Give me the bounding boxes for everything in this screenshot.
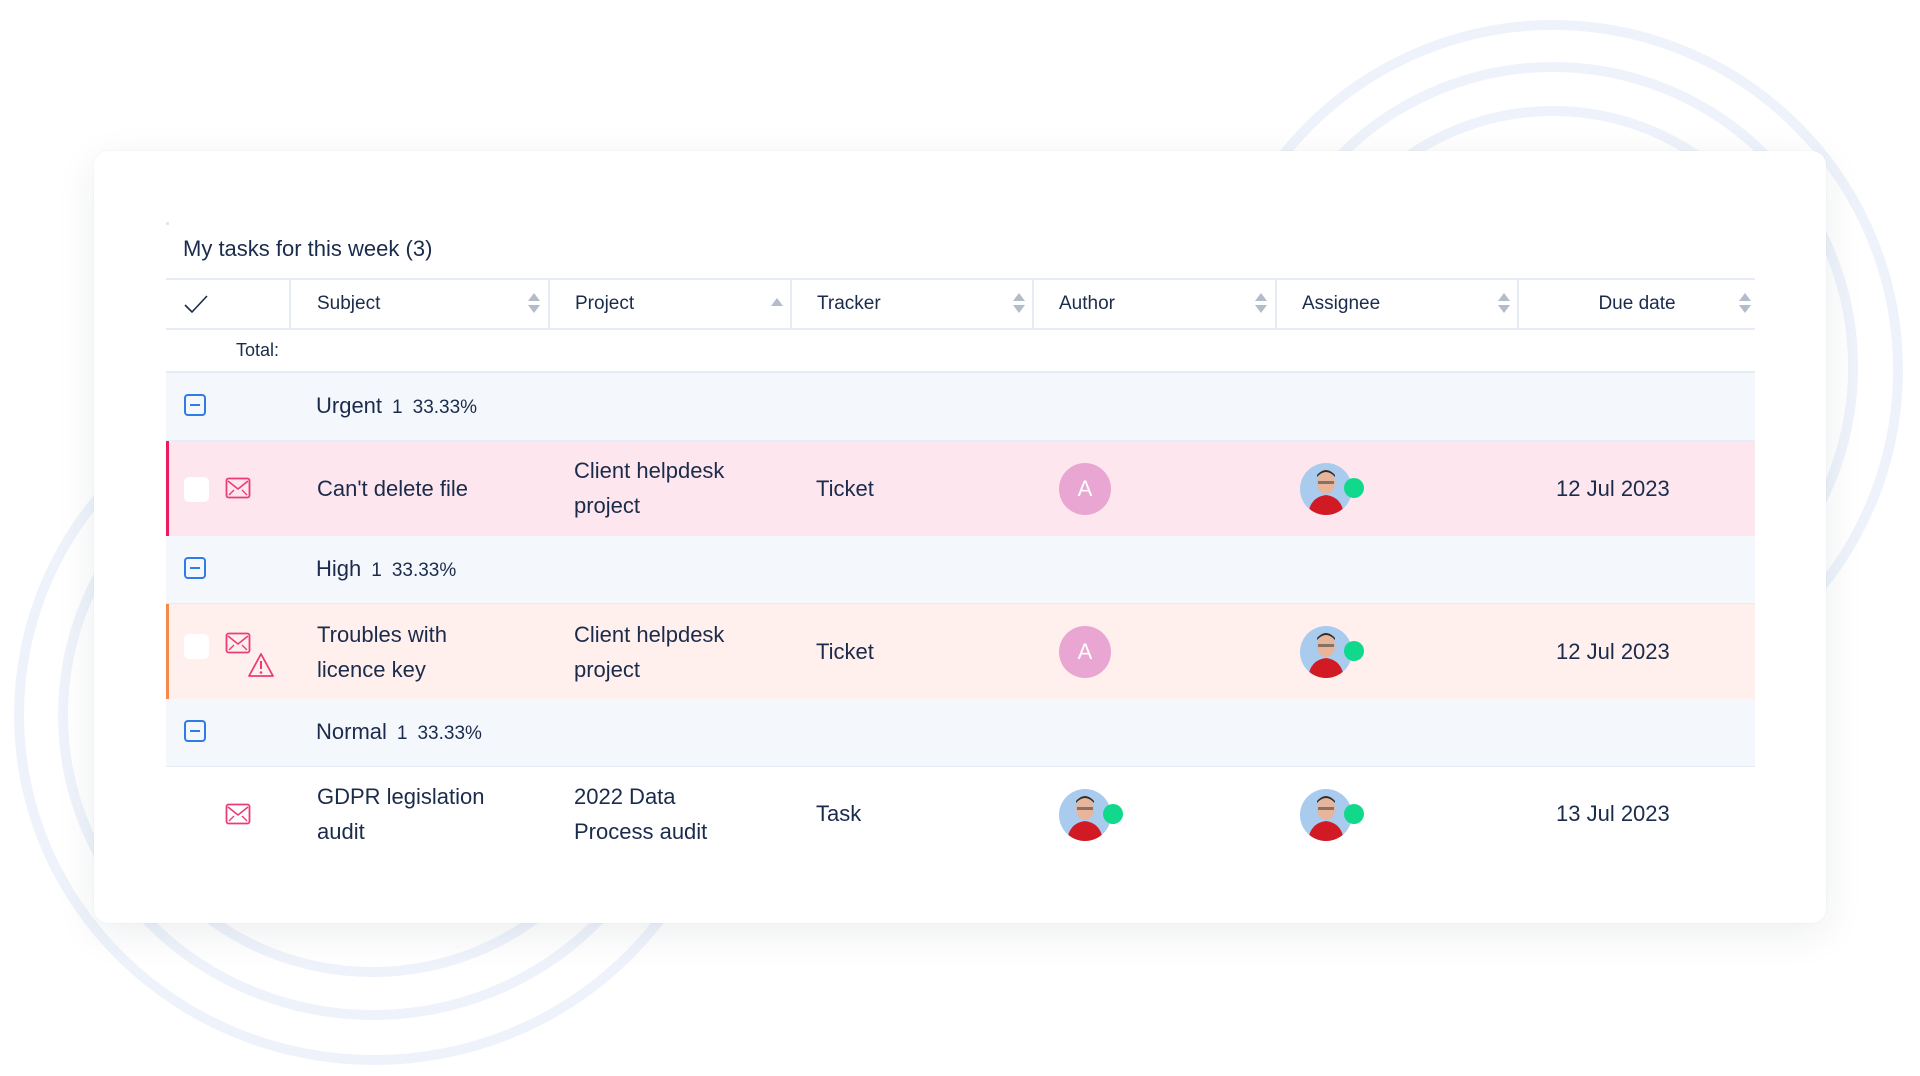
subject-cell[interactable]: Troubles with licence key (317, 617, 447, 687)
group-name: High (316, 556, 362, 581)
due-date-cell: 13 Jul 2023 (1556, 801, 1670, 826)
column-label: Subject (317, 293, 381, 314)
subject-line: Can't delete file (317, 476, 468, 501)
subject-line: Troubles with (317, 622, 448, 647)
checkmark-icon[interactable] (183, 294, 209, 314)
project-cell[interactable]: 2022 Data Process audit (574, 779, 707, 849)
collapse-group-icon[interactable] (184, 394, 206, 416)
project-cell[interactable]: Client helpdesk project (574, 617, 724, 687)
warning-icon (248, 653, 274, 677)
tracker-cell: Task (816, 801, 862, 826)
group-percent: 33.33% (412, 397, 478, 418)
group-name: Normal (316, 719, 387, 744)
sort-both-icon[interactable] (528, 293, 540, 315)
group-row-normal: Normal 1 33.33% (166, 699, 1755, 767)
author-initial: A (1077, 639, 1093, 664)
person-photo-icon (1067, 796, 1103, 841)
project-line: 2022 Data (574, 784, 676, 809)
column-header-tracker[interactable]: Tracker (790, 280, 1032, 328)
column-label: Due date (1598, 293, 1676, 314)
person-photo-icon (1308, 470, 1344, 515)
row-checkbox[interactable] (184, 477, 209, 502)
online-status-dot (1103, 804, 1123, 824)
collapse-group-icon[interactable] (184, 720, 206, 742)
due-date-cell: 12 Jul 2023 (1556, 639, 1670, 664)
total-row: Total: (166, 330, 1755, 373)
column-header-author[interactable]: Author (1032, 280, 1275, 328)
sort-ascending-icon[interactable] (771, 293, 783, 315)
table-header: Subject Project Tracker Author Assignee … (166, 278, 1755, 330)
column-header-project[interactable]: Project (548, 280, 790, 328)
sort-both-icon[interactable] (1498, 293, 1510, 315)
project-line: Process audit (574, 819, 708, 844)
widget-title: My tasks for this week (3) (183, 236, 433, 261)
assignee-avatar[interactable] (1300, 626, 1352, 678)
subject-line: GDPR legislation (317, 784, 485, 809)
column-label: Assignee (1302, 293, 1381, 314)
person-photo-icon (1308, 633, 1344, 678)
group-row-high: High 1 33.33% (166, 536, 1755, 604)
author-avatar[interactable]: A (1059, 626, 1111, 678)
group-count: 1 (392, 397, 403, 418)
sort-both-icon[interactable] (1255, 293, 1267, 315)
tracker-cell: Ticket (816, 476, 874, 501)
column-label: Author (1059, 293, 1115, 314)
assignee-avatar[interactable] (1300, 463, 1352, 515)
subject-line: audit (317, 819, 365, 844)
group-label: High 1 33.33% (316, 556, 456, 582)
select-all-column[interactable] (166, 280, 289, 328)
total-label: Total: (236, 340, 280, 360)
sort-both-icon[interactable] (1013, 293, 1025, 315)
tracker-cell: Ticket (816, 639, 874, 664)
due-date-cell: 12 Jul 2023 (1556, 476, 1670, 501)
subject-cell[interactable]: Can't delete file (317, 471, 468, 506)
author-avatar[interactable]: A (1059, 463, 1111, 515)
group-row-urgent: Urgent 1 33.33% (166, 373, 1755, 441)
online-status-dot (1344, 804, 1364, 824)
group-name: Urgent (316, 393, 383, 418)
project-line: project (574, 493, 641, 518)
column-label: Project (575, 293, 635, 314)
row-checkbox[interactable] (184, 634, 209, 659)
author-avatar[interactable] (1059, 789, 1111, 841)
project-line: project (574, 657, 641, 682)
envelope-icon (225, 803, 251, 825)
online-status-dot (1344, 478, 1364, 498)
tasks-table: Subject Project Tracker Author Assignee … (166, 278, 1755, 862)
group-percent: 33.33% (391, 560, 457, 581)
collapse-group-icon[interactable] (184, 557, 206, 579)
envelope-icon (225, 632, 251, 654)
column-label: Tracker (817, 293, 881, 314)
column-header-due-date[interactable]: Due date (1517, 280, 1755, 328)
assignee-avatar[interactable] (1300, 789, 1352, 841)
subject-line: licence key (317, 657, 426, 682)
envelope-icon (225, 477, 251, 499)
column-header-subject[interactable]: Subject (289, 280, 548, 328)
column-header-assignee[interactable]: Assignee (1275, 280, 1517, 328)
widget-drag-corner (166, 222, 169, 225)
group-count: 1 (371, 560, 382, 581)
online-status-dot (1344, 641, 1364, 661)
author-initial: A (1077, 476, 1093, 501)
sort-both-icon[interactable] (1739, 293, 1751, 315)
project-line: Client helpdesk (574, 622, 725, 647)
subject-cell[interactable]: GDPR legislation audit (317, 779, 485, 849)
person-photo-icon (1308, 796, 1344, 841)
group-label: Normal 1 33.33% (316, 719, 482, 745)
group-label: Urgent 1 33.33% (316, 393, 477, 419)
group-count: 1 (396, 723, 408, 744)
group-percent: 33.33% (417, 723, 482, 744)
task-row[interactable]: Can't delete file Client helpdesk projec… (166, 441, 1755, 536)
task-row[interactable]: GDPR legislation audit 2022 Data Process… (166, 767, 1755, 862)
task-row[interactable]: Troubles with licence key Client helpdes… (166, 604, 1755, 699)
project-cell[interactable]: Client helpdesk project (574, 453, 724, 523)
project-line: Client helpdesk (574, 458, 725, 483)
